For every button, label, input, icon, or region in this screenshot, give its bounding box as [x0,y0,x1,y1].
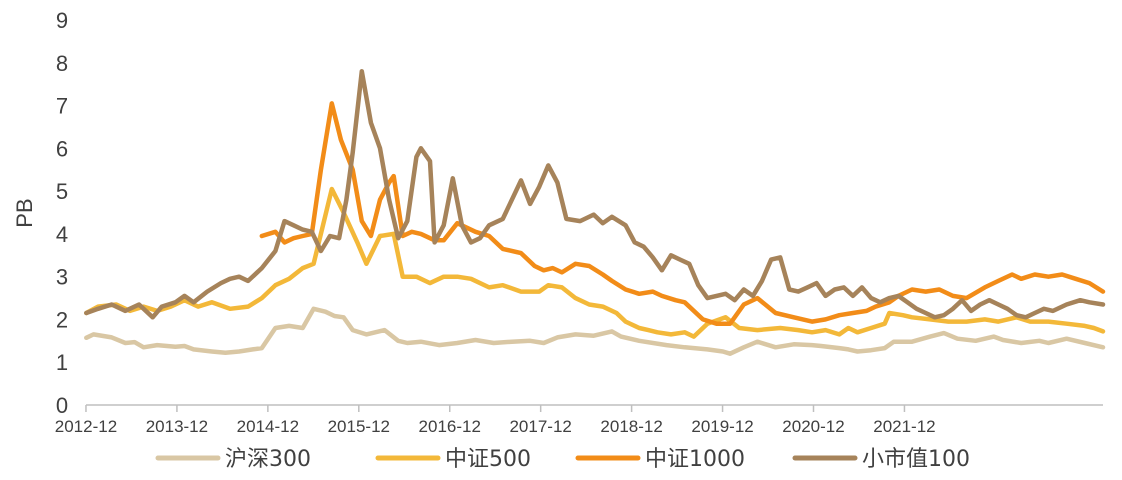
y-tick-label: 9 [56,8,68,33]
x-tick-label: 2020-12 [782,417,844,436]
x-tick-label: 2013-12 [146,417,208,436]
x-tick-label: 2014-12 [237,417,299,436]
x-axis-ticks: 2012-12 2013-12 2014-12 2015-12 2016-12 2017-… [55,405,936,436]
x-tick-label: 2015-12 [328,417,390,436]
legend-label-1: 沪深300 [225,447,311,472]
y-axis-title: PB [12,198,37,227]
legend-label-2: 中证500 [445,447,531,472]
series-line-3 [259,101,1106,326]
x-tick-label: 2021-12 [873,417,935,436]
y-tick-label: 6 [56,136,68,161]
x-tick-label: 2012-12 [55,417,117,436]
x-tick-label: 2016-12 [419,417,481,436]
legend-label-4: 小市值100 [862,447,970,472]
series-line-1 [84,306,1106,356]
y-tick-label: 4 [56,222,68,247]
x-tick-label: 2018-12 [600,417,662,436]
y-tick-label: 1 [56,350,68,375]
y-tick-label: 8 [56,51,68,76]
legend-label-3: 中证1000 [645,447,745,472]
x-tick-label: 2017-12 [509,417,571,436]
series-line-4 [84,69,1106,320]
x-tick-label: 2019-12 [691,417,753,436]
y-tick-label: 7 [56,94,68,119]
legend: 沪深300 中证500 中证1000 小市值100 [155,447,970,472]
y-tick-label: 3 [56,265,68,290]
y-axis-ticks: 0 1 2 3 4 5 6 7 8 9 [56,8,68,418]
y-tick-label: 0 [56,393,68,418]
series-lines [84,69,1106,356]
y-tick-label: 2 [56,307,68,332]
series-line-2 [84,186,1106,339]
y-tick-label: 5 [56,179,68,204]
